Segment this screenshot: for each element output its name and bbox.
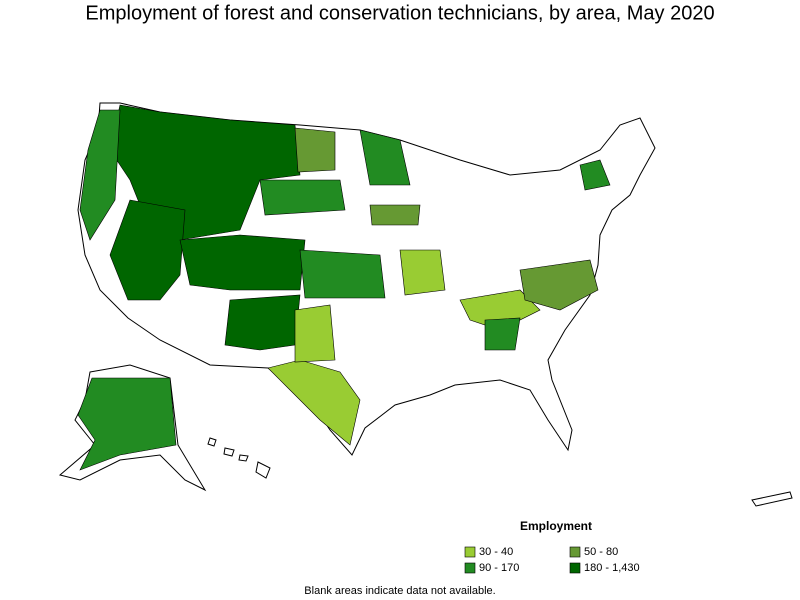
- map-region: [359, 129, 411, 186]
- map-region: [267, 359, 361, 446]
- map-region: [259, 179, 346, 216]
- map-region: [224, 294, 301, 351]
- map-region: [109, 199, 186, 301]
- legend-swatch: [569, 562, 581, 574]
- map-region: [299, 249, 386, 299]
- map-region: [399, 249, 446, 296]
- map: [58, 102, 793, 507]
- map-title: Employment of forest and conservation te…: [85, 2, 714, 24]
- legend-swatch: [464, 546, 476, 558]
- legend-swatch: [464, 562, 476, 574]
- map-region: [369, 204, 421, 226]
- map-region: [484, 317, 521, 351]
- legend-label: 30 - 40: [479, 546, 513, 558]
- map-region: [294, 304, 336, 363]
- map-region: [294, 127, 336, 173]
- legend-label: 50 - 80: [584, 546, 618, 558]
- map-region: [579, 159, 611, 191]
- map-region: [79, 109, 121, 241]
- map-region: [519, 259, 599, 311]
- legend-title: Employment: [520, 519, 592, 533]
- island-outline: [751, 491, 793, 507]
- legend-label: 90 - 170: [479, 562, 519, 574]
- legend-swatch: [569, 546, 581, 558]
- map-region: [77, 377, 177, 471]
- map-region: [459, 289, 541, 331]
- hawaii-outline: [207, 437, 271, 479]
- note: Blank areas indicate data not available.: [304, 585, 495, 597]
- legend: 30 - 40 50 - 80 90 - 170 180 - 1,430: [464, 546, 640, 574]
- map-region: [179, 234, 306, 291]
- legend-label: 180 - 1,430: [584, 562, 640, 574]
